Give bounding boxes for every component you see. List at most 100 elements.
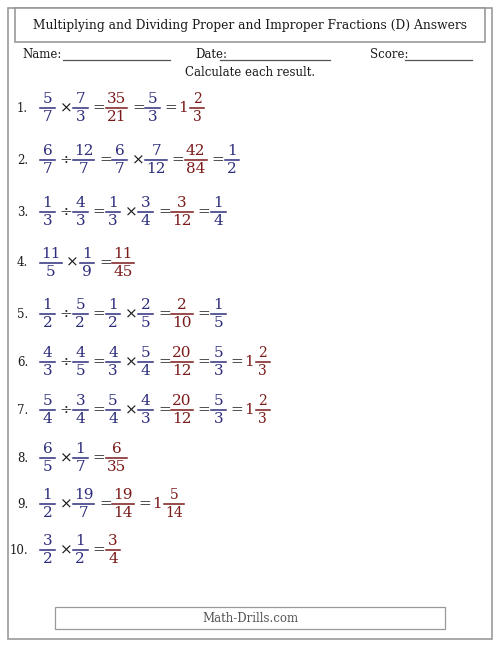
Text: 3: 3 [192, 110, 202, 124]
Text: 5: 5 [214, 394, 223, 408]
Text: ×: × [60, 451, 72, 465]
Text: ÷: ÷ [60, 403, 72, 417]
Text: =: = [164, 101, 177, 115]
Text: 5: 5 [214, 316, 223, 330]
Text: 4: 4 [42, 346, 52, 360]
Text: 1: 1 [227, 144, 237, 158]
Text: 1: 1 [76, 442, 85, 456]
Text: ÷: ÷ [60, 355, 72, 369]
Text: =: = [92, 543, 105, 557]
Text: 12: 12 [172, 214, 192, 228]
Text: =: = [92, 307, 105, 321]
Text: Multiplying and Dividing Proper and Improper Fractions (D) Answers: Multiplying and Dividing Proper and Impr… [33, 19, 467, 32]
Text: 35: 35 [107, 92, 126, 106]
Text: =: = [99, 497, 112, 511]
Text: =: = [158, 307, 170, 321]
Text: 3: 3 [214, 364, 223, 378]
Text: 7: 7 [115, 162, 124, 176]
Text: 2: 2 [76, 316, 85, 330]
Text: 4: 4 [108, 412, 118, 426]
Text: 1: 1 [244, 355, 254, 369]
Text: 2: 2 [258, 394, 267, 408]
Text: =: = [138, 497, 151, 511]
Text: 6: 6 [42, 144, 52, 158]
Text: =: = [158, 355, 170, 369]
Text: =: = [99, 256, 112, 270]
Text: 3: 3 [141, 196, 150, 210]
Text: 5.: 5. [17, 307, 28, 320]
Text: 3: 3 [42, 364, 52, 378]
Text: 7: 7 [42, 162, 52, 176]
Text: =: = [99, 153, 112, 167]
Text: 5: 5 [76, 298, 85, 312]
Text: =: = [172, 153, 184, 167]
Text: =: = [198, 403, 210, 417]
Text: 2: 2 [76, 552, 85, 566]
Text: 7: 7 [79, 162, 88, 176]
Text: 2: 2 [42, 506, 52, 520]
Text: 1: 1 [244, 403, 254, 417]
Text: 7: 7 [76, 92, 85, 106]
Text: 5: 5 [46, 265, 56, 279]
Text: 3: 3 [258, 364, 267, 378]
Text: 4: 4 [141, 394, 150, 408]
Text: ×: × [66, 256, 79, 270]
Text: 4: 4 [76, 346, 85, 360]
Text: Name:: Name: [22, 49, 62, 61]
Text: =: = [92, 403, 105, 417]
Text: 11: 11 [41, 247, 60, 261]
Text: 3.: 3. [17, 206, 28, 219]
Text: ÷: ÷ [60, 307, 72, 321]
Text: =: = [92, 355, 105, 369]
Text: Score:: Score: [370, 49, 408, 61]
Text: 4: 4 [214, 214, 223, 228]
Text: =: = [198, 355, 210, 369]
Text: 7: 7 [79, 506, 88, 520]
Text: 2: 2 [108, 316, 118, 330]
Text: 3: 3 [42, 534, 52, 548]
Text: ÷: ÷ [60, 153, 72, 167]
Text: ×: × [125, 205, 138, 219]
Text: 4: 4 [141, 214, 150, 228]
Text: 3: 3 [108, 214, 118, 228]
Text: =: = [158, 403, 170, 417]
Text: 14: 14 [165, 506, 183, 520]
Text: 5: 5 [148, 92, 158, 106]
Text: 3: 3 [108, 534, 118, 548]
Text: =: = [198, 307, 210, 321]
Text: 1: 1 [214, 196, 223, 210]
Text: 3: 3 [76, 394, 85, 408]
Text: 8.: 8. [17, 452, 28, 465]
Text: =: = [230, 355, 243, 369]
Text: 1: 1 [82, 247, 92, 261]
Text: 11: 11 [114, 247, 133, 261]
Text: 1: 1 [42, 488, 52, 502]
Text: 4: 4 [76, 196, 85, 210]
Text: 5: 5 [141, 316, 150, 330]
Text: 2: 2 [258, 346, 267, 360]
Text: =: = [92, 451, 105, 465]
Text: 4.: 4. [17, 256, 28, 270]
Text: 45: 45 [114, 265, 133, 279]
Text: 42: 42 [186, 144, 206, 158]
Text: Date:: Date: [195, 49, 227, 61]
Text: 2: 2 [227, 162, 237, 176]
Text: 2: 2 [177, 298, 187, 312]
Text: =: = [92, 101, 105, 115]
Text: 1.: 1. [17, 102, 28, 115]
Text: 12: 12 [172, 364, 192, 378]
Bar [55, 607, 445, 629]
Text: 5: 5 [42, 394, 52, 408]
Text: 3: 3 [108, 364, 118, 378]
Text: 1: 1 [42, 196, 52, 210]
Text: Math-Drills.com: Math-Drills.com [202, 611, 298, 624]
Text: 3: 3 [148, 110, 158, 124]
Text: 3: 3 [141, 412, 150, 426]
Text: 2: 2 [42, 316, 52, 330]
Text: 4: 4 [141, 364, 150, 378]
Text: 19: 19 [114, 488, 133, 502]
Text: 4: 4 [108, 346, 118, 360]
Text: ×: × [132, 153, 144, 167]
Text: 5: 5 [108, 394, 118, 408]
Text: 1: 1 [152, 497, 162, 511]
